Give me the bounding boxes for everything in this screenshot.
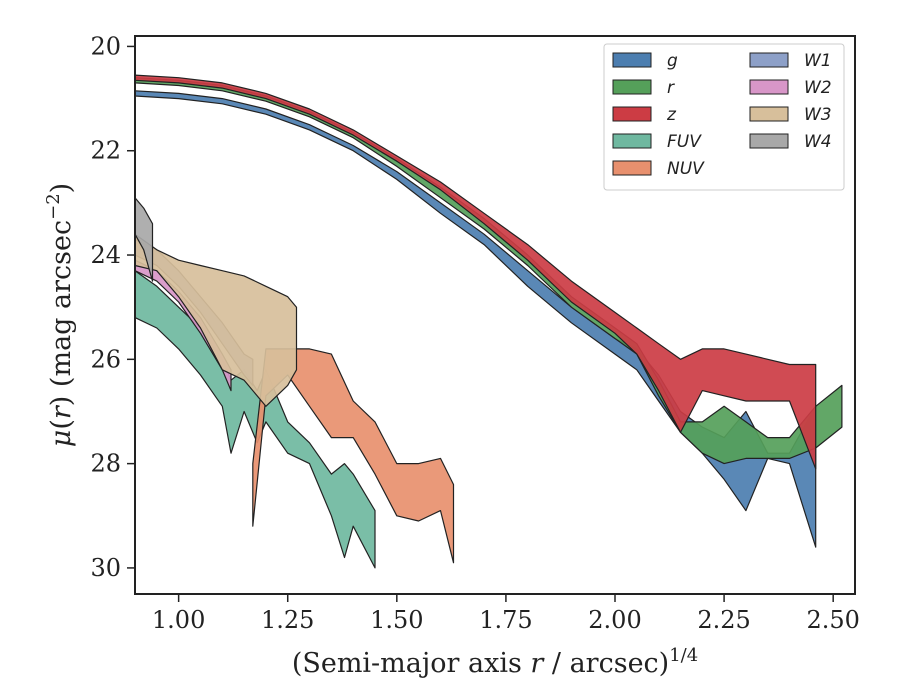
- x-tick-label: 1.75: [479, 606, 532, 634]
- y-tick-label: 24: [90, 241, 121, 269]
- y-axis-label-exponent: −2: [43, 193, 64, 220]
- legend-swatch-g: [612, 52, 652, 68]
- legend-label-w4: W4: [804, 132, 832, 152]
- legend-label-g: g: [667, 51, 678, 71]
- y-tick-label: 20: [90, 32, 121, 60]
- x-tick-label: 1.50: [370, 606, 423, 634]
- band-z: [134, 74, 817, 470]
- x-axis-label: (Semi-major axis r / arcsec)1/4: [292, 645, 698, 679]
- legend-swatch-r: [612, 79, 652, 95]
- x-axis-label-main: (Semi-major axis: [292, 648, 531, 679]
- y-tick-label: 30: [90, 554, 121, 582]
- legend-label-r: r: [667, 78, 675, 98]
- y-axis-label-unit: ) (mag arcsec: [46, 220, 77, 406]
- legend-swatch-w4: [749, 133, 789, 149]
- y-tick-label: 28: [90, 450, 121, 478]
- band-g: [134, 90, 817, 548]
- x-tick-label: 2.50: [806, 606, 859, 634]
- x-tick-label: 2.00: [588, 606, 641, 634]
- band-w3: [134, 233, 298, 407]
- legend-swatch-w1: [749, 52, 789, 68]
- legend-label-nuv: NUV: [667, 159, 705, 179]
- legend-label-fuv: FUV: [667, 132, 702, 152]
- y-axis-ticks: 20 22 24 26 28 30: [90, 32, 135, 582]
- y-axis-label-var: r: [46, 404, 77, 419]
- y-axis-label-mu: μ: [46, 430, 77, 448]
- y-axis-label: μ(r) (mag arcsec−2): [43, 183, 77, 447]
- y-axis-label-close: ): [46, 183, 77, 194]
- x-tick-label: 1.00: [152, 606, 205, 634]
- x-axis-label-rest: / arcsec): [543, 648, 669, 679]
- legend-swatch-z: [612, 106, 652, 122]
- legend-label-w2: W2: [804, 78, 832, 98]
- legend-swatch-fuv: [612, 133, 652, 149]
- x-tick-label: 1.25: [261, 606, 314, 634]
- legend: grz FUV NUV W1 W2 W3 W4: [603, 43, 845, 191]
- legend-swatch-w2: [749, 79, 789, 95]
- x-tick-label: 2.25: [697, 606, 750, 634]
- legend-swatch-nuv: [612, 160, 652, 176]
- x-axis-label-exponent: 1/4: [669, 645, 698, 666]
- legend-label-w3: W3: [804, 105, 832, 125]
- profile-bands: [134, 74, 843, 569]
- legend-swatch-w3: [749, 106, 789, 122]
- plot-frame: [134, 35, 856, 595]
- legend-label-z: z: [666, 105, 677, 125]
- y-tick-label: 26: [90, 345, 121, 373]
- y-tick-label: 22: [90, 137, 121, 165]
- y-axis-label-paren: (: [46, 419, 77, 430]
- x-axis-ticks: 1.00 1.25 1.50 1.75 2.00 2.25 2.50: [152, 594, 860, 634]
- x-axis-label-var: r: [530, 648, 545, 679]
- band-nuv: [252, 348, 455, 564]
- legend-label-w1: W1: [804, 51, 832, 71]
